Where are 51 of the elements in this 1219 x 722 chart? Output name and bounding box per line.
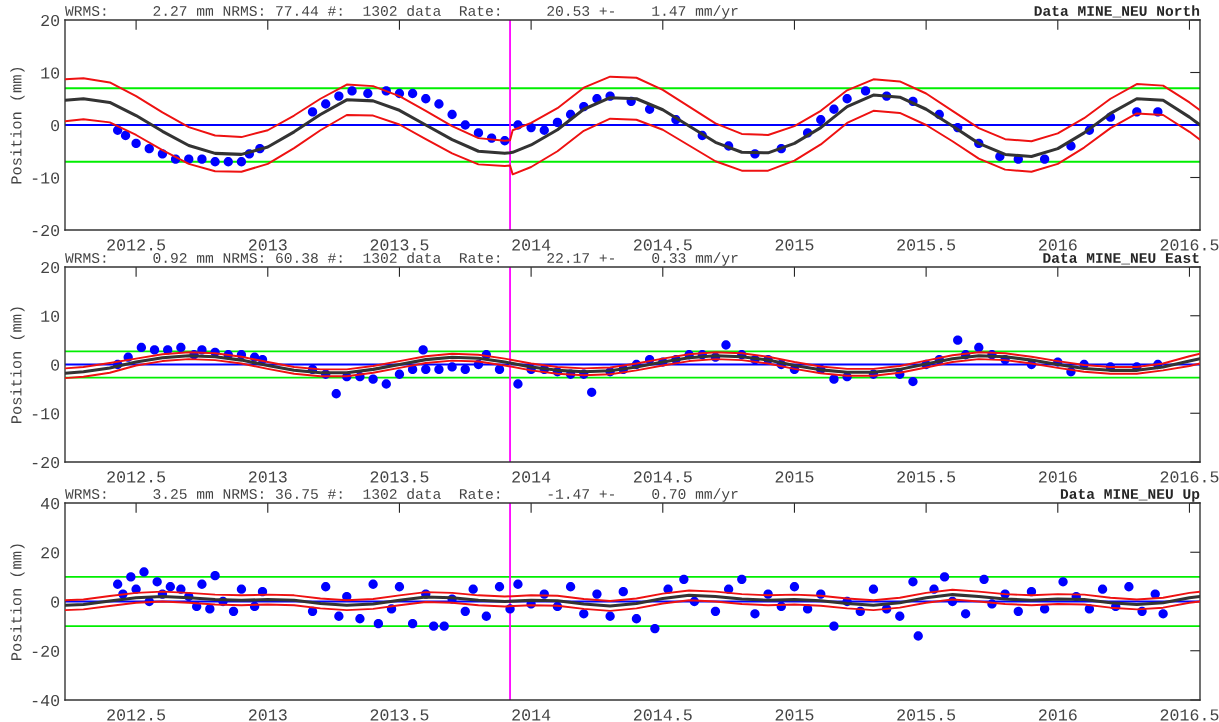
x-tick-label: 2015	[775, 471, 814, 483]
chart-title: Data MINE_NEU East	[1043, 253, 1199, 265]
y-tick-label: 10	[41, 310, 60, 322]
x-tick-label: 2014	[512, 709, 551, 721]
x-tick-label: 2014.5	[633, 709, 692, 721]
y-tick-label: -20	[32, 645, 60, 657]
y-tick-label: -10	[32, 172, 60, 184]
x-tick-label: 2016	[1038, 471, 1077, 483]
x-tick-label: 2014.5	[633, 471, 692, 483]
y-tick-label: 20	[41, 14, 60, 27]
x-tick-label: 2015.5	[897, 709, 956, 721]
y-tick-label: 20	[41, 547, 60, 559]
chart-subtitle: WRMS: 3.25 mm NRMS: 36.75 #: 1302 data Rate: -1.47 +- 0.70 mm/yr	[65, 488, 738, 502]
x-tick-label: 2013	[248, 239, 287, 251]
chart-subtitle: WRMS: 2.27 mm NRMS: 77.44 #: 1302 data Rate: 20.53 +- 1.47 mm/yr	[65, 5, 738, 19]
x-tick-label: 2013	[248, 709, 287, 721]
x-tick-label: 2014	[512, 239, 551, 251]
y-tick-label: 0	[51, 359, 60, 371]
x-tick-label: 2012.5	[107, 239, 166, 251]
y-tick-label: -20	[32, 224, 60, 237]
y-tick-label: 10	[41, 67, 60, 79]
y-axis-title: Position (mm)	[10, 67, 25, 184]
x-tick-label: 2013	[248, 471, 287, 483]
y-tick-label: 0	[51, 596, 60, 608]
x-tick-label: 2016.5	[1160, 239, 1219, 251]
chart-title: Data MINE_NEU Up	[1060, 489, 1200, 502]
x-tick-label: 2013.5	[370, 239, 429, 251]
x-tick-label: 2015.5	[897, 471, 956, 483]
y-tick-label: 40	[40, 497, 60, 510]
x-tick-label: 2012.5	[107, 709, 166, 721]
x-tick-label: 2014.5	[633, 239, 692, 251]
chart-subtitle: WRMS: 0.92 mm NRMS: 60.38 #: 1302 data Rate: 22.17 +- 0.33 mm/yr	[65, 252, 738, 266]
chart-title: Data MINE_NEU North	[1034, 5, 1200, 18]
y-tick-label: 20	[41, 261, 60, 274]
x-tick-label: 2013.5	[370, 709, 429, 721]
x-tick-label: 2015.5	[897, 239, 956, 251]
y-tick-label: 0	[51, 119, 60, 132]
y-axis-title: Position (mm)	[10, 544, 25, 660]
x-tick-label: 2016.5	[1160, 709, 1219, 721]
x-tick-label: 2015	[775, 709, 814, 721]
x-tick-label: 2016	[1038, 709, 1077, 721]
x-tick-label: 2013.5	[370, 471, 429, 483]
x-tick-label: 2016.5	[1160, 471, 1219, 483]
y-axis-title: Position (mm)	[10, 307, 25, 423]
x-tick-label: 2012.5	[107, 471, 166, 483]
x-tick-label: 2015	[775, 239, 814, 251]
x-tick-label: 2016	[1038, 239, 1077, 251]
y-tick-label: -10	[32, 408, 60, 420]
y-tick-label: -20	[32, 456, 60, 469]
y-tick-label: -40	[32, 694, 60, 707]
x-tick-label: 2014	[512, 471, 551, 483]
